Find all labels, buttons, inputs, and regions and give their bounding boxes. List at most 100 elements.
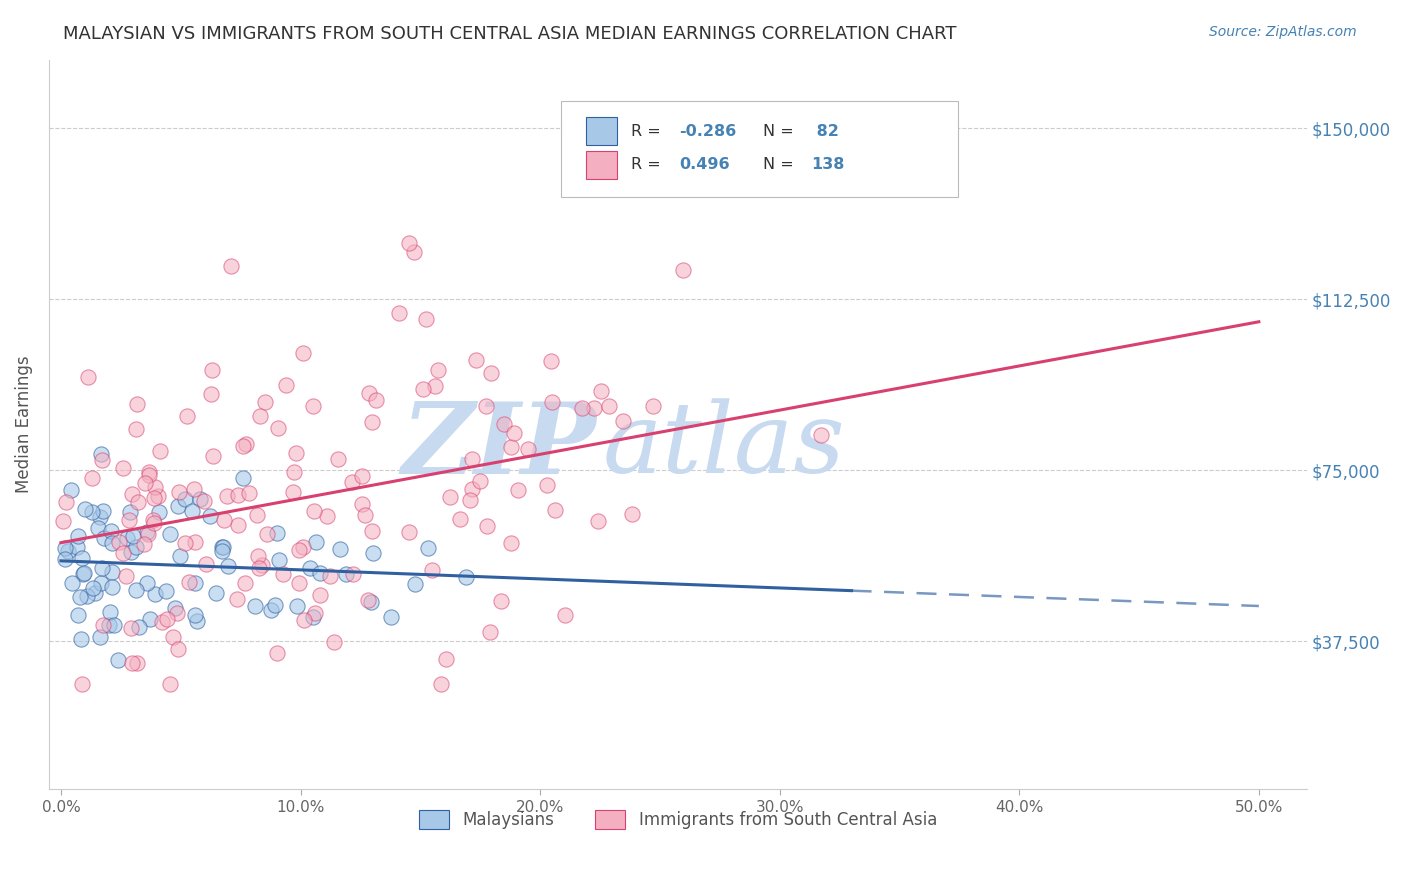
Point	[357, 385, 380, 400]
Point	[136, 526, 159, 541]
Point	[162, 630, 184, 644]
Point	[412, 382, 434, 396]
Point	[326, 451, 349, 466]
Point	[292, 540, 315, 554]
Text: 0.496: 0.496	[679, 157, 730, 172]
Point	[672, 263, 695, 277]
Point	[461, 482, 484, 496]
Point	[155, 612, 177, 626]
Text: N =: N =	[763, 157, 799, 172]
Point	[127, 495, 149, 509]
Point	[256, 527, 278, 541]
Text: ZIP: ZIP	[401, 398, 596, 494]
Point	[53, 552, 76, 566]
Point	[583, 401, 606, 415]
Point	[52, 514, 75, 528]
Point	[479, 624, 502, 639]
Point	[80, 505, 103, 519]
Point	[503, 425, 526, 440]
Point	[364, 393, 387, 408]
Text: atlas: atlas	[602, 399, 845, 494]
Point	[89, 630, 111, 644]
Point	[238, 486, 260, 500]
Point	[67, 607, 90, 622]
Point	[247, 549, 270, 563]
Point	[361, 524, 384, 539]
Point	[120, 505, 142, 519]
Point	[100, 580, 122, 594]
Point	[284, 446, 307, 460]
Point	[76, 590, 98, 604]
Point	[146, 489, 169, 503]
Point	[271, 566, 294, 581]
Point	[249, 409, 271, 423]
Point	[266, 646, 288, 660]
Point	[283, 465, 305, 479]
Point	[292, 613, 315, 627]
Point	[169, 485, 191, 500]
Text: Source: ZipAtlas.com: Source: ZipAtlas.com	[1209, 25, 1357, 39]
Point	[115, 531, 138, 545]
Point	[93, 531, 115, 545]
Point	[166, 607, 188, 621]
Point	[316, 508, 339, 523]
Point	[148, 444, 170, 458]
Point	[136, 576, 159, 591]
Point	[415, 312, 437, 326]
Point	[217, 558, 239, 573]
Point	[309, 588, 332, 602]
Point	[72, 566, 94, 581]
Text: 138: 138	[811, 157, 845, 172]
Point	[283, 485, 305, 500]
Point	[90, 447, 112, 461]
Point	[302, 609, 325, 624]
Point	[340, 475, 363, 489]
Point	[267, 553, 290, 567]
Point	[489, 594, 512, 608]
Point	[620, 507, 643, 521]
Point	[103, 618, 125, 632]
Point	[219, 260, 242, 274]
Point	[589, 384, 612, 398]
Point	[155, 583, 177, 598]
Point	[226, 592, 249, 607]
Point	[598, 399, 620, 413]
Point	[114, 568, 136, 582]
Point	[404, 245, 426, 260]
Point	[186, 614, 208, 628]
Point	[180, 504, 202, 518]
Point	[200, 387, 222, 401]
Text: MALAYSIAN VS IMMIGRANTS FROM SOUTH CENTRAL ASIA MEDIAN EARNINGS CORRELATION CHAR: MALAYSIAN VS IMMIGRANTS FROM SOUTH CENTR…	[63, 25, 956, 43]
Point	[101, 565, 124, 579]
Point	[200, 363, 222, 377]
Point	[810, 427, 832, 442]
Point	[66, 529, 89, 543]
Point	[127, 397, 149, 411]
Point	[98, 605, 121, 619]
Point	[232, 471, 254, 485]
Point	[163, 600, 186, 615]
Point	[323, 635, 346, 649]
Point	[235, 437, 257, 451]
Point	[120, 544, 142, 558]
Point	[66, 540, 89, 554]
Point	[143, 491, 166, 505]
Point	[226, 488, 249, 502]
Point	[319, 568, 342, 582]
Point	[292, 346, 315, 360]
Point	[571, 401, 593, 416]
Point	[427, 363, 450, 377]
Point	[298, 561, 321, 575]
Point	[108, 534, 131, 549]
Point	[416, 541, 439, 556]
Point	[143, 587, 166, 601]
Point	[136, 525, 159, 540]
Point	[554, 607, 576, 622]
Point	[184, 575, 207, 590]
Point	[302, 399, 325, 413]
Point	[176, 409, 198, 423]
Point	[398, 235, 420, 250]
Point	[53, 541, 76, 556]
Point	[439, 490, 461, 504]
Point	[285, 599, 308, 613]
